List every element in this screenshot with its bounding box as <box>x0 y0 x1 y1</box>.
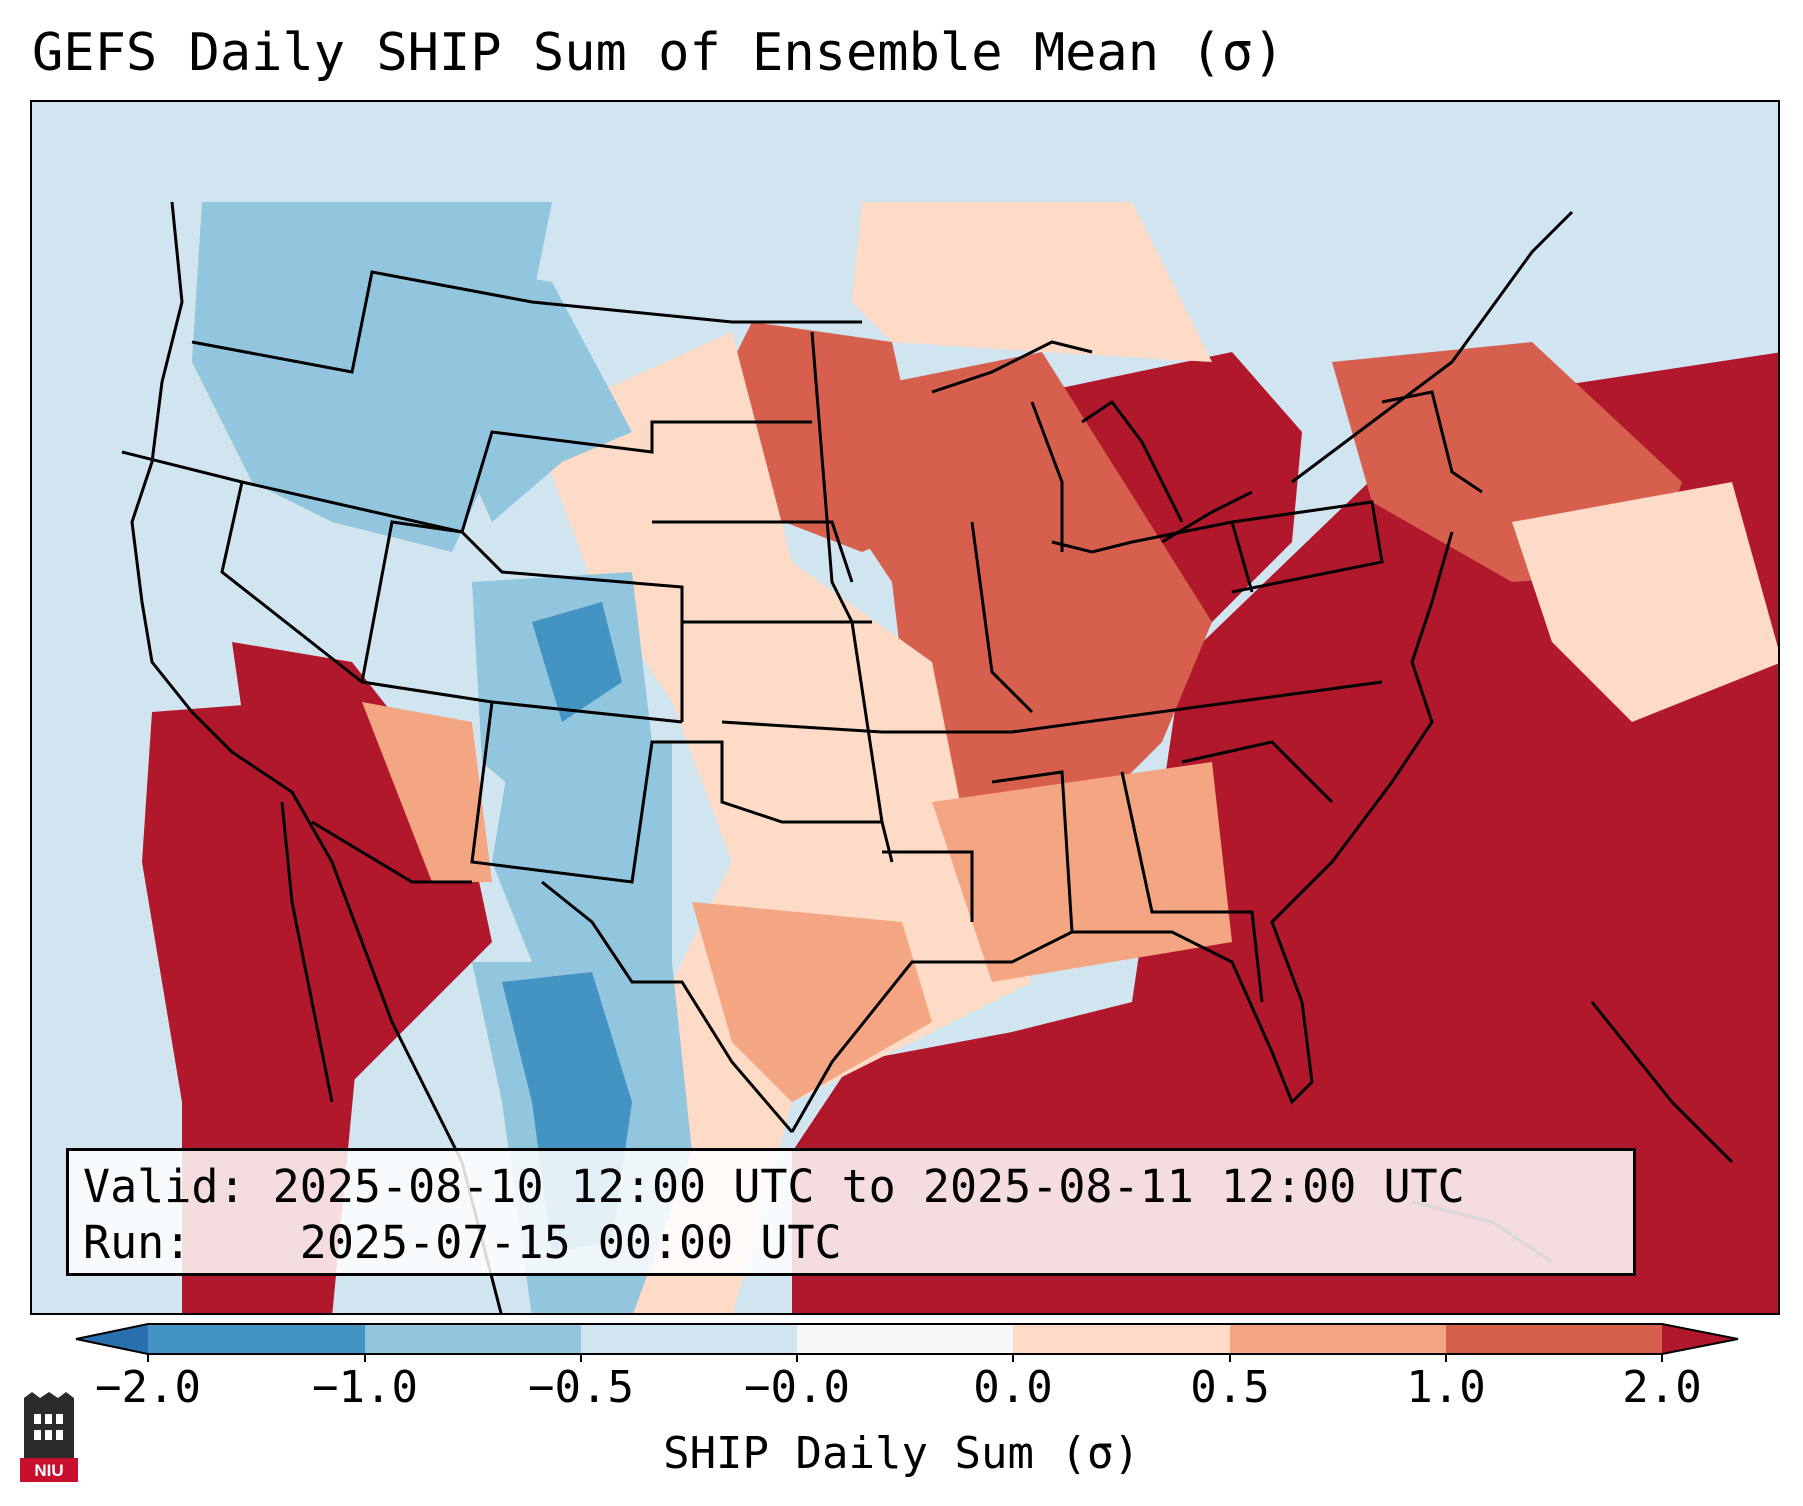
gulf-atlantic-coastline <box>790 531 1454 1133</box>
colorbar-segment <box>1230 1324 1446 1354</box>
lake-michigan-west <box>1030 401 1064 552</box>
colorbar-tick-label: −0.5 <box>528 1362 634 1413</box>
st-lawrence <box>1291 210 1574 484</box>
oklahoma-tennessee-line <box>721 680 1383 734</box>
caribbean-islands <box>1590 1001 1734 1164</box>
idaho-blue-region <box>362 252 632 522</box>
anomaly-map <box>32 102 1778 1313</box>
colorbar-tick-label: 2.0 <box>1622 1362 1702 1413</box>
pennsylvania-line <box>1231 500 1384 594</box>
louisiana-line <box>882 850 974 922</box>
colorbar-segment <box>797 1324 1013 1354</box>
lake-erie <box>1161 490 1253 544</box>
colorbar-tick-label: 0.0 <box>973 1362 1053 1413</box>
ohio-line <box>1051 520 1254 593</box>
new-mexico-texas-lines <box>470 701 882 884</box>
colorbar-tick-label: −1.0 <box>312 1362 418 1413</box>
colorado-core-blue <box>532 602 622 722</box>
michigan-outline <box>1081 399 1184 523</box>
colorbar-extend-high <box>1662 1324 1738 1354</box>
northern-border-states <box>191 270 862 374</box>
south-salmon-region <box>932 762 1232 982</box>
gulf-atlantic-red-region <box>792 352 1778 1313</box>
colorbar-tick-label: 1.0 <box>1406 1362 1486 1413</box>
colorbar <box>75 1323 1739 1362</box>
logo-text: NIU <box>34 1461 63 1480</box>
mississippi-alabama-line <box>991 770 1074 933</box>
colorbar-segment <box>581 1324 797 1354</box>
logo-badge <box>20 1458 78 1482</box>
atlantic-light-region <box>1512 482 1778 722</box>
map-title: GEFS Daily SHIP Sum of Ensemble Mean (σ) <box>32 23 1285 83</box>
utah-colorado-lines <box>360 520 684 722</box>
colorbar-extend-low <box>76 1324 148 1354</box>
baja-coast <box>280 801 334 1103</box>
logo-tower-icon <box>24 1398 74 1460</box>
rio-grande <box>541 880 794 1133</box>
run-value: 2025-07-15 00:00 UTC <box>299 1216 842 1269</box>
southwest-red-region <box>232 642 492 1082</box>
colorbar-segment <box>1013 1324 1230 1354</box>
colorbar-tick-label: 0.5 <box>1190 1362 1270 1413</box>
arizona-salmon-region <box>362 702 492 882</box>
colorbar-label: SHIP Daily Sum (σ) <box>663 1428 1140 1479</box>
valid-value: 2025-08-10 12:00 UTC to 2025-08-11 12:00… <box>272 1160 1465 1213</box>
georgia-line <box>1120 771 1264 1003</box>
colorbar-segment <box>365 1324 581 1354</box>
colorbar-tick-label: −2.0 <box>95 1362 201 1413</box>
colorbar-segment <box>1446 1324 1662 1354</box>
colorbar-tick-label: −0.0 <box>744 1362 850 1413</box>
map-panel <box>30 100 1780 1315</box>
run-label: Run: <box>83 1216 192 1269</box>
arizona-border <box>311 820 472 884</box>
west-coastline <box>130 201 334 863</box>
niu-logo: NIU <box>20 1392 78 1482</box>
new-mexico-blue-region <box>492 742 672 962</box>
mississippi-river <box>970 521 1034 714</box>
valid-label: Valid: <box>83 1160 246 1213</box>
canada-light-red-region <box>852 202 1212 362</box>
texas-salmon-region <box>692 902 932 1102</box>
colorbar-segment <box>148 1324 365 1354</box>
lake-superior <box>931 340 1093 394</box>
boundary-lines <box>121 201 1734 1313</box>
carolina-line <box>1181 740 1334 804</box>
new-england-lines <box>1381 390 1483 494</box>
info-box: Valid: 2025-08-10 12:00 UTC to 2025-08-1… <box>66 1148 1636 1276</box>
nebraska-line <box>652 520 854 583</box>
